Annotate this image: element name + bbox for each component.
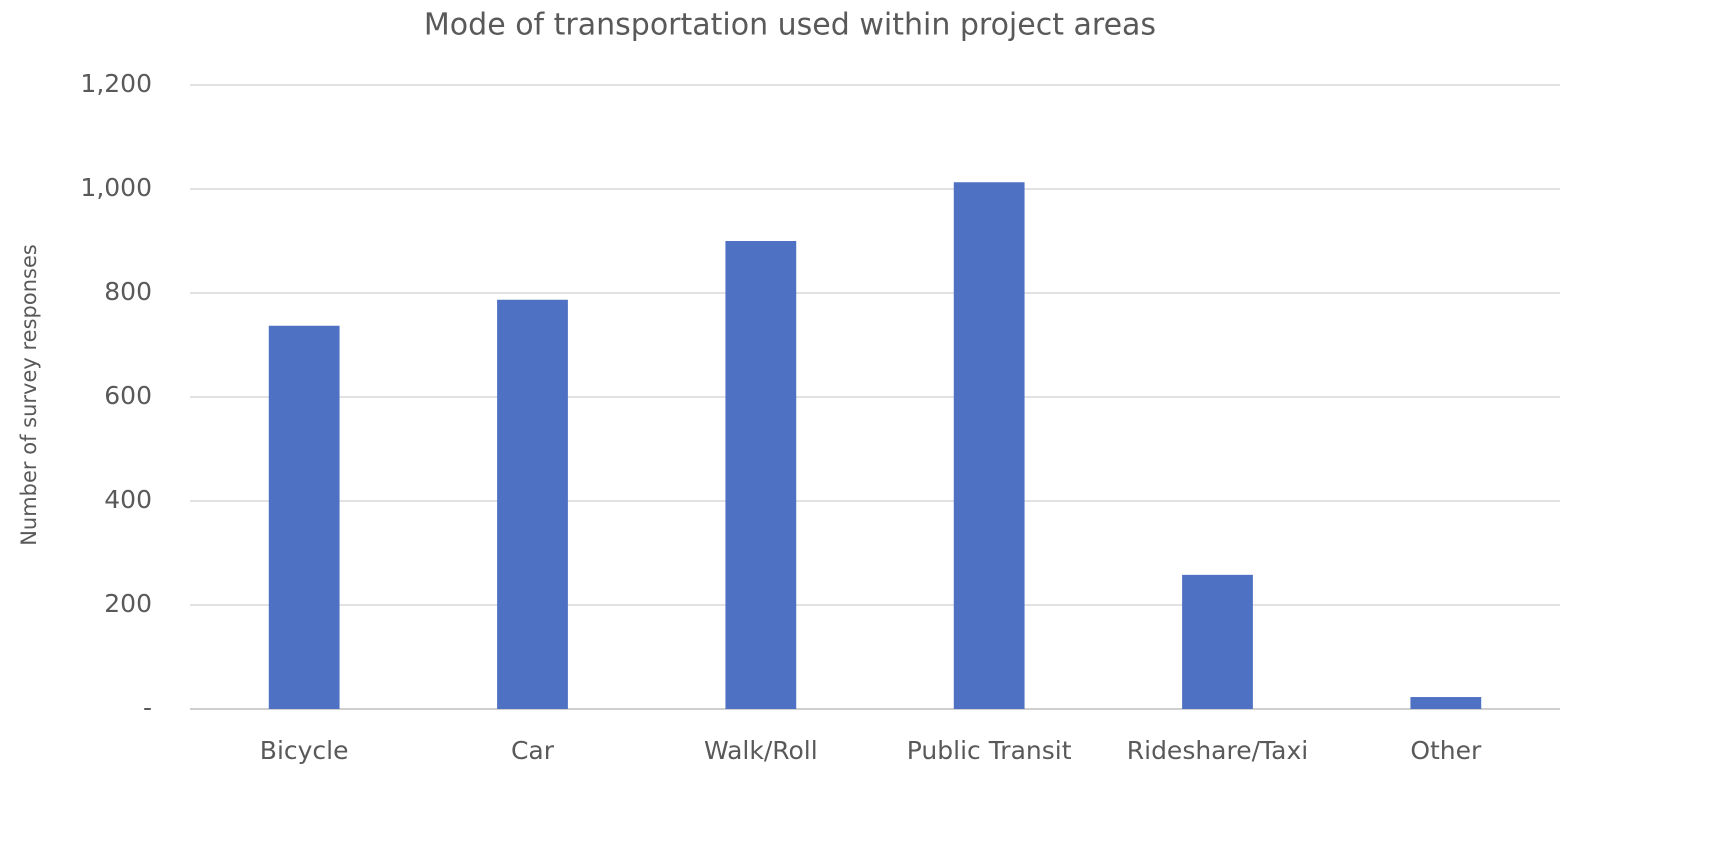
bar <box>1182 574 1253 709</box>
y-tick-label: 1,000 <box>80 173 152 202</box>
y-tick-label: - <box>143 693 152 722</box>
y-tick-label: 400 <box>104 485 152 514</box>
bar <box>953 182 1025 710</box>
x-tick-label: Walk/Roll <box>704 736 818 765</box>
bar <box>268 325 340 709</box>
x-tick-label: Other <box>1410 736 1482 765</box>
bar <box>725 241 797 709</box>
bar <box>497 299 568 709</box>
chart-title: Mode of transportation used within proje… <box>424 8 1156 43</box>
y-tick-label: 200 <box>104 589 152 618</box>
y-tick-label: 800 <box>104 277 152 306</box>
bar <box>1410 697 1482 709</box>
x-tick-label: Car <box>511 736 555 765</box>
x-tick-label: Bicycle <box>260 736 349 765</box>
x-tick-label: Rideshare/Taxi <box>1127 736 1308 765</box>
y-tick-label: 600 <box>104 381 152 410</box>
x-tick-label: Public Transit <box>907 736 1072 765</box>
y-tick-label: 1,200 <box>80 69 152 98</box>
y-axis-label: Number of survey responses <box>17 244 41 546</box>
